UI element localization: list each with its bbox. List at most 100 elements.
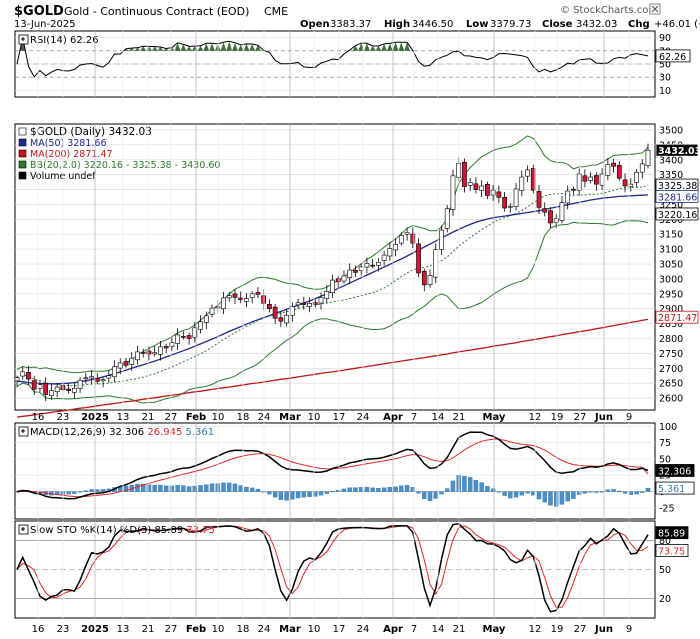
x-tick-label: 13 — [117, 624, 130, 635]
x-tick-label: 23 — [57, 624, 70, 635]
candle-body — [439, 229, 444, 250]
sto-tick-label: 20 — [659, 594, 671, 605]
x-tick-label: 23 — [57, 412, 70, 423]
sto-k-line — [16, 523, 649, 613]
macd-histogram-bar — [485, 486, 490, 492]
ohlc-readout: Open 3383.37 High 3446.50 Low 3379.73 Cl… — [300, 19, 650, 30]
price-tick-label: 2900 — [659, 304, 683, 315]
x-tick-label: Mar — [279, 624, 301, 635]
macd-histogram-bar — [508, 491, 513, 499]
macd-histogram-bar — [422, 491, 427, 499]
candle-body — [192, 327, 198, 338]
macd-histogram-bar — [370, 487, 375, 492]
price-badge-text: 3325.38 — [658, 181, 697, 192]
macd-histogram-bar — [640, 491, 645, 493]
rsi-grid — [15, 37, 655, 91]
sto-tick-label: 80 — [659, 536, 671, 547]
macd-histogram-bar — [158, 485, 163, 492]
macd-histogram-bar — [330, 491, 335, 493]
chg-label: Chg — [628, 19, 650, 30]
candle-body — [146, 350, 152, 355]
macd-badge-text: 32.306 — [658, 466, 691, 477]
candle-body — [221, 297, 226, 310]
macd-histogram-bar — [255, 488, 261, 492]
x-tick-label: 10 — [212, 412, 225, 423]
rsi-legend: RSI(14) 62.26 — [18, 34, 99, 46]
low-label: Low — [466, 19, 488, 30]
candle-body — [536, 191, 542, 208]
macd-histogram-bar — [410, 487, 416, 492]
candle-body — [358, 266, 364, 271]
macd-histogram-bar — [227, 482, 232, 492]
candle-body — [582, 175, 588, 182]
candle-body — [628, 183, 634, 187]
candle-body — [376, 261, 381, 266]
rsi-tick-label: 50 — [659, 60, 671, 71]
candle-body — [410, 233, 416, 244]
macd-histogram-bar — [358, 487, 364, 492]
rsi-line — [16, 37, 649, 78]
price-tick-label: 2600 — [659, 394, 683, 405]
macd-histogram-bar — [238, 485, 243, 492]
candle-body — [261, 295, 267, 304]
close-chart-icon[interactable] — [649, 3, 661, 15]
macd-histogram-bar — [473, 480, 479, 492]
macd-legend: MACD(12,26,9) 32.306 26.945 5.361 — [18, 426, 214, 438]
macd-histogram-bar — [502, 491, 507, 496]
candle-body — [473, 183, 479, 190]
sto-axis: 80 50 20 85.89 73.75 — [655, 526, 689, 605]
x-tick-label: 10 — [308, 624, 321, 635]
macd-histogram-bar — [318, 491, 324, 496]
candle-body — [232, 293, 238, 298]
price-badge-box — [655, 143, 699, 157]
candle-body — [530, 168, 536, 191]
candle-body — [267, 304, 272, 310]
price-tick-label: 2800 — [659, 334, 683, 345]
candle-body — [89, 376, 94, 379]
candle-body — [622, 179, 628, 187]
candle-body — [169, 342, 175, 347]
candle-body — [616, 165, 622, 179]
macd-histogram-bar — [611, 489, 616, 492]
macd-histogram-bar — [479, 482, 484, 492]
candle-body — [639, 163, 645, 173]
x-tick-label: May — [483, 412, 506, 423]
candle-body — [318, 297, 324, 304]
macd-histogram-bar — [244, 486, 249, 492]
candle-body — [479, 185, 485, 191]
x-tick-label: 24 — [258, 624, 271, 635]
open-label: Open — [300, 19, 330, 30]
candle-body — [77, 379, 83, 389]
macd-histogram-bar — [181, 485, 186, 492]
candle-body — [341, 275, 347, 282]
candle-body — [37, 384, 43, 389]
x-tick-label: 16 — [32, 412, 45, 423]
x-tick-label: 27 — [574, 412, 587, 423]
candle-body — [123, 361, 129, 366]
legend-swatch — [18, 171, 27, 180]
candle-body — [393, 244, 398, 251]
macd-histogram-bar — [387, 487, 393, 492]
candle-body — [106, 375, 112, 379]
macd-histogram-bar — [152, 485, 157, 492]
candle-body — [100, 379, 106, 382]
x-tick-label: 10 — [308, 412, 321, 423]
candle-body — [364, 263, 370, 268]
x-tick-label: 19 — [551, 624, 564, 635]
candle-body — [117, 362, 123, 369]
high-label: High — [384, 19, 410, 30]
candle-body — [284, 314, 289, 324]
macd-histogram-bar — [399, 485, 404, 492]
macd-histogram-bar — [439, 491, 444, 495]
macd-histogram-bar — [542, 491, 547, 503]
macd-legend-text: MACD(12,26,9) 32.306 26.945 5.361 — [30, 427, 214, 438]
candle-body — [599, 173, 605, 186]
macd-histogram-bar — [513, 491, 519, 498]
price-tick-label: 2750 — [659, 349, 683, 360]
macd-tick-label: 50 — [659, 454, 671, 465]
sto-legend-text: Slow STO %K(14) %D(3) 85.89 73.75 — [30, 525, 215, 536]
macd-histogram-bar — [204, 484, 209, 492]
candle-body — [553, 218, 559, 223]
high-value: 3446.50 — [412, 19, 453, 30]
macd-histogram-bar — [209, 483, 215, 492]
